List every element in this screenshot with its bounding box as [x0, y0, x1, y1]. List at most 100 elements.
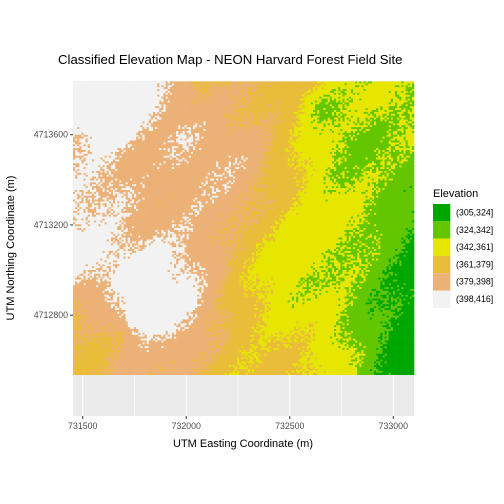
raster-cell — [197, 121, 199, 123]
raster-cell — [296, 85, 298, 87]
raster-cell — [138, 106, 140, 108]
raster-cell — [321, 100, 323, 102]
raster-cell — [258, 137, 260, 139]
raster-cell — [361, 108, 363, 110]
raster-cell — [269, 121, 271, 123]
raster-cell — [309, 125, 311, 127]
raster-cell — [317, 123, 319, 125]
raster-cell — [313, 131, 315, 133]
raster-cell — [212, 114, 214, 116]
raster-cell — [191, 102, 193, 104]
raster-cell — [159, 95, 161, 97]
raster-cell — [176, 118, 178, 120]
raster-cell — [370, 120, 372, 122]
raster-cell — [294, 89, 296, 91]
raster-cell — [208, 131, 210, 133]
raster-cell — [265, 108, 267, 110]
raster-cell — [140, 99, 142, 101]
raster-cell — [180, 118, 182, 120]
raster-cell — [115, 100, 117, 102]
raster-cell — [151, 106, 153, 108]
raster-cell — [355, 118, 357, 120]
raster-cell — [378, 116, 380, 118]
raster-cell — [159, 123, 161, 125]
raster-cell — [92, 85, 94, 87]
raster-cell — [98, 127, 100, 129]
raster-cell — [96, 135, 98, 137]
raster-cell — [395, 123, 397, 125]
raster-cell — [210, 123, 212, 125]
raster-cell — [233, 129, 235, 131]
raster-cell — [296, 118, 298, 120]
raster-cell — [393, 131, 395, 133]
raster-cell — [98, 135, 100, 137]
raster-cell — [227, 91, 229, 93]
raster-cell — [241, 108, 243, 110]
raster-cell — [277, 89, 279, 91]
raster-cell — [366, 110, 368, 112]
raster-cell — [370, 112, 372, 114]
raster-cell — [109, 139, 111, 141]
raster-cell — [142, 125, 144, 127]
raster-cell — [357, 127, 359, 129]
raster-cell — [283, 87, 285, 89]
raster-cell — [241, 123, 243, 125]
raster-cell — [201, 120, 203, 122]
raster-cell — [294, 118, 296, 120]
raster-cell — [323, 127, 325, 129]
raster-cell — [271, 89, 273, 91]
raster-cell — [124, 123, 126, 125]
raster-cell — [170, 112, 172, 114]
raster-cell — [235, 127, 237, 129]
raster-cell — [269, 102, 271, 104]
raster-cell — [326, 129, 328, 131]
raster-cell — [271, 129, 273, 131]
raster-cell — [357, 110, 359, 112]
raster-cell — [75, 125, 77, 127]
raster-cell — [401, 100, 403, 102]
raster-cell — [90, 85, 92, 87]
raster-cell — [380, 99, 382, 101]
raster-cell — [225, 104, 227, 106]
raster-cell — [94, 110, 96, 112]
raster-cell — [189, 114, 191, 116]
raster-cell — [157, 100, 159, 102]
raster-cell — [174, 97, 176, 99]
raster-cell — [296, 99, 298, 101]
raster-cell — [90, 137, 92, 139]
raster-cell — [206, 125, 208, 127]
raster-cell — [145, 118, 147, 120]
raster-cell — [311, 114, 313, 116]
raster-cell — [288, 133, 290, 135]
raster-cell — [328, 127, 330, 129]
raster-cell — [170, 121, 172, 123]
raster-cell — [403, 121, 405, 123]
raster-cell — [351, 120, 353, 122]
raster-cell — [189, 112, 191, 114]
raster-cell — [225, 116, 227, 118]
raster-cell — [275, 93, 277, 95]
raster-cell — [254, 108, 256, 110]
raster-cell — [389, 89, 391, 91]
raster-cell — [136, 97, 138, 99]
raster-cell — [340, 83, 342, 85]
raster-cell — [410, 87, 412, 89]
raster-cell — [231, 100, 233, 102]
raster-cell — [115, 104, 117, 106]
raster-cell — [185, 81, 187, 83]
raster-cell — [212, 135, 214, 137]
raster-cell — [142, 116, 144, 118]
raster-cell — [111, 87, 113, 89]
raster-cell — [342, 83, 344, 85]
raster-cell — [168, 112, 170, 114]
raster-cell — [100, 87, 102, 89]
raster-cell — [357, 89, 359, 91]
raster-cell — [187, 112, 189, 114]
raster-cell — [88, 91, 90, 93]
raster-cell — [399, 102, 401, 104]
raster-cell — [267, 93, 269, 95]
raster-cell — [227, 137, 229, 139]
raster-cell — [225, 129, 227, 131]
raster-cell — [246, 87, 248, 89]
raster-cell — [296, 102, 298, 104]
